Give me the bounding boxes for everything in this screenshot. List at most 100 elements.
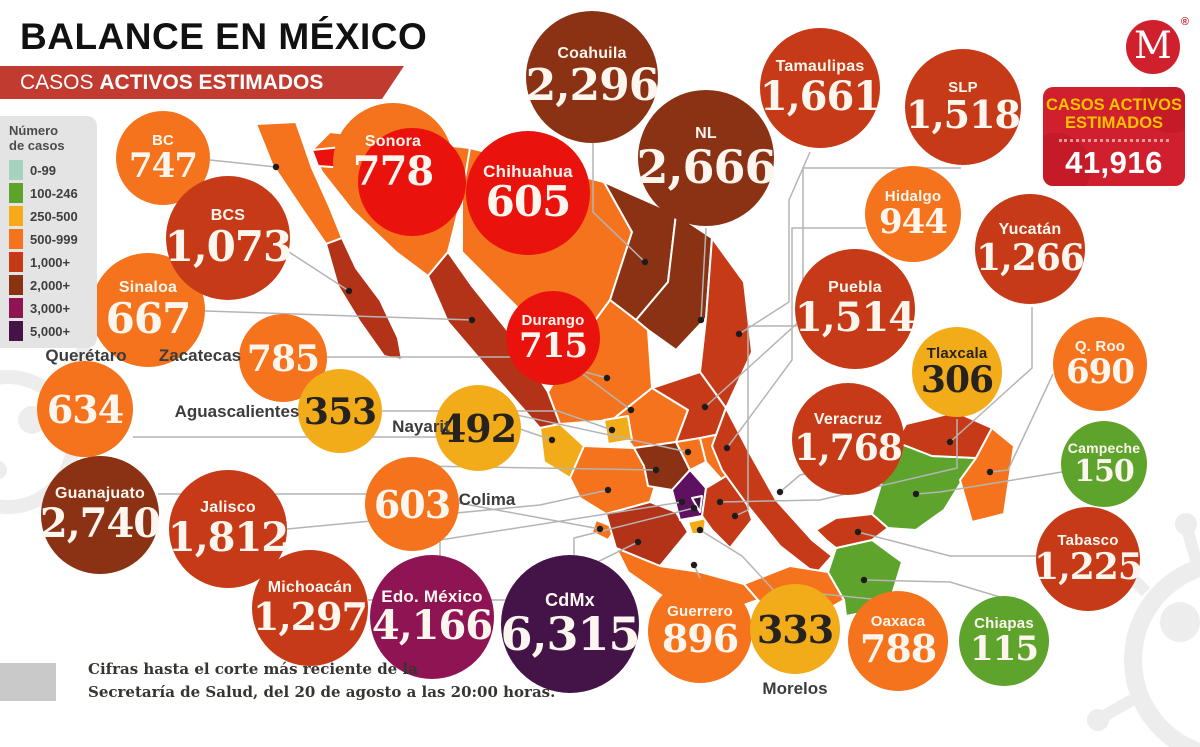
state-value: 1,518 bbox=[906, 92, 1021, 138]
legend-item-label: 0-99 bbox=[30, 162, 57, 178]
state-bubble-text: 785 bbox=[239, 314, 327, 402]
state-bubble-text: BC 747 bbox=[116, 111, 210, 205]
title-regular: BALANCE EN bbox=[20, 16, 279, 57]
legend-swatch bbox=[9, 206, 23, 227]
state-value: 944 bbox=[879, 202, 948, 243]
state-outside-label-zacatecas: Zacatecas bbox=[158, 346, 242, 365]
state-label: Guanajuato bbox=[54, 485, 145, 503]
state-label: Jalisco bbox=[200, 499, 256, 517]
state-bubble-text: Tabasco 1,225 bbox=[1034, 507, 1143, 611]
state-value: 1,812 bbox=[167, 513, 289, 561]
state-bubble-text: Veracruz 1,768 bbox=[792, 383, 904, 495]
state-value: 2,296 bbox=[525, 59, 660, 111]
state-bubble-bcs: BCS 1,073 bbox=[164, 176, 293, 300]
state-value: 1,768 bbox=[794, 426, 903, 469]
state-bubble-yucatan: Yucatán 1,266 bbox=[975, 194, 1085, 304]
state-label: Sonora bbox=[364, 133, 422, 151]
state-bubble-guanajuato: Guanajuato 2,740 bbox=[40, 456, 161, 574]
title-bold: MÉXICO bbox=[278, 16, 428, 57]
state-bubble-queretaro: 634 bbox=[37, 361, 133, 457]
legend-swatch bbox=[9, 321, 23, 342]
state-bubble-text: Chiapas 115 bbox=[959, 596, 1049, 686]
total-box-title-line1: CASOS ACTIVOS bbox=[1046, 96, 1182, 114]
state-bubble-guerrero: Guerrero 896 bbox=[648, 579, 752, 683]
state-value: 150 bbox=[1074, 453, 1135, 489]
state-label: Guerrero bbox=[667, 602, 733, 620]
state-bubble-text: Sonora 778 bbox=[333, 103, 453, 223]
state-bubble-text: 603 bbox=[365, 457, 459, 551]
state-label: BC bbox=[151, 131, 175, 149]
state-bubble-text: NL 2,666 bbox=[636, 90, 776, 226]
footer-line2: Secretaría de Salud, del 20 de agosto a … bbox=[88, 682, 556, 701]
state-value: 492 bbox=[439, 405, 517, 451]
state-bubble-text: 333 bbox=[750, 584, 840, 674]
state-value: 785 bbox=[246, 337, 320, 380]
state-value: 353 bbox=[303, 390, 377, 433]
state-value: 778 bbox=[352, 147, 434, 195]
total-cases-box: CASOS ACTIVOS ESTIMADOS 41,916 bbox=[1043, 87, 1185, 186]
state-bubble-aguascalientes: 353 bbox=[298, 369, 382, 453]
state-bubble-colima: 603 bbox=[365, 457, 459, 551]
state-bubble-text: Chihuahua 605 bbox=[466, 131, 590, 255]
dotted-divider bbox=[1058, 138, 1170, 142]
state-bubble-edomex: Edo. México 4,166 bbox=[370, 555, 494, 679]
state-label: Q. Roo bbox=[1074, 337, 1126, 355]
state-bubble-campeche: Campeche 150 bbox=[1061, 421, 1147, 507]
state-bubble-overlay-sonora bbox=[358, 128, 466, 236]
state-bubble-bc: BC 747 bbox=[116, 111, 210, 205]
state-bubble-text: Campeche 150 bbox=[1061, 421, 1147, 507]
state-label: Coahuila bbox=[557, 45, 627, 63]
state-outside-label-morelos: Morelos bbox=[762, 679, 828, 698]
state-value: 715 bbox=[519, 326, 588, 367]
legend-swatch bbox=[9, 252, 23, 273]
connector-lines bbox=[133, 143, 1063, 601]
legend-title: Número de casos bbox=[9, 123, 97, 154]
legend-swatch bbox=[9, 275, 23, 296]
state-bubble-text: Tlaxcala 306 bbox=[912, 327, 1002, 417]
total-box-title: CASOS ACTIVOS ESTIMADOS bbox=[1043, 96, 1185, 133]
state-bubble-text: 353 bbox=[298, 369, 382, 453]
state-bubble-cdmx: CdMx 6,315 bbox=[500, 555, 641, 693]
state-label: Tamaulipas bbox=[775, 58, 865, 76]
banner-regular: CASOS bbox=[20, 71, 100, 94]
legend-item-label: 100-246 bbox=[30, 185, 78, 201]
total-cases-value: 41,916 bbox=[1065, 144, 1163, 180]
state-bubble-michoacan: Michoacán 1,297 bbox=[252, 550, 368, 666]
state-label: Veracruz bbox=[813, 411, 883, 429]
state-label: Chihuahua bbox=[483, 161, 573, 181]
state-value: 1,073 bbox=[164, 221, 293, 271]
state-bubble-durango: Durango 715 bbox=[506, 291, 600, 385]
map-state-veracruz bbox=[711, 407, 833, 575]
state-bubble-text: Tamaulipas 1,661 bbox=[760, 28, 881, 148]
total-box-title-line2: ESTIMADOS bbox=[1064, 114, 1164, 133]
subtitle-banner: CASOS ACTIVOS ESTIMADOS bbox=[0, 66, 404, 99]
state-label: Oaxaca bbox=[870, 612, 926, 630]
state-bubble-oaxaca: Oaxaca 788 bbox=[848, 591, 948, 691]
registered-mark: ® bbox=[1180, 16, 1189, 28]
state-value: 603 bbox=[373, 481, 451, 527]
state-bubble-morelos: 333 bbox=[750, 584, 840, 674]
state-bubble-text: Oaxaca 788 bbox=[848, 591, 948, 691]
state-bubble-text: Jalisco 1,812 bbox=[167, 470, 289, 588]
footer-line1: Cifras hasta el corte más reciente de la bbox=[88, 660, 418, 678]
state-bubble-text: SLP 1,518 bbox=[905, 49, 1021, 165]
state-bubble-text: Durango 715 bbox=[506, 291, 600, 385]
state-bubble-hidalgo: Hidalgo 944 bbox=[865, 166, 961, 262]
state-bubble-zacatecas: 785 bbox=[239, 314, 327, 402]
state-value: 605 bbox=[485, 177, 572, 227]
legend-panel: Número de casos 0-99 100-246 250-500 500-99… bbox=[0, 116, 97, 348]
state-value: 1,225 bbox=[1034, 546, 1143, 589]
legend-items: 0-99 100-246 250-500 500-999 1,000+ 2,000+ 3,0… bbox=[9, 159, 97, 343]
state-bubble-text: BCS 1,073 bbox=[164, 176, 293, 300]
map-state-cdmx bbox=[691, 495, 703, 513]
state-bubble-text: Guanajuato 2,740 bbox=[40, 456, 161, 574]
state-value: 634 bbox=[46, 386, 124, 432]
state-label: Michoacán bbox=[267, 579, 353, 597]
legend-swatch bbox=[9, 183, 23, 204]
state-bubble-chihuahua: Chihuahua 605 bbox=[466, 131, 590, 255]
legend-swatch bbox=[9, 298, 23, 319]
state-value: 667 bbox=[105, 293, 192, 343]
state-bubble-sonora: Sonora 778 bbox=[333, 103, 466, 236]
state-label: Sinaloa bbox=[118, 279, 178, 297]
